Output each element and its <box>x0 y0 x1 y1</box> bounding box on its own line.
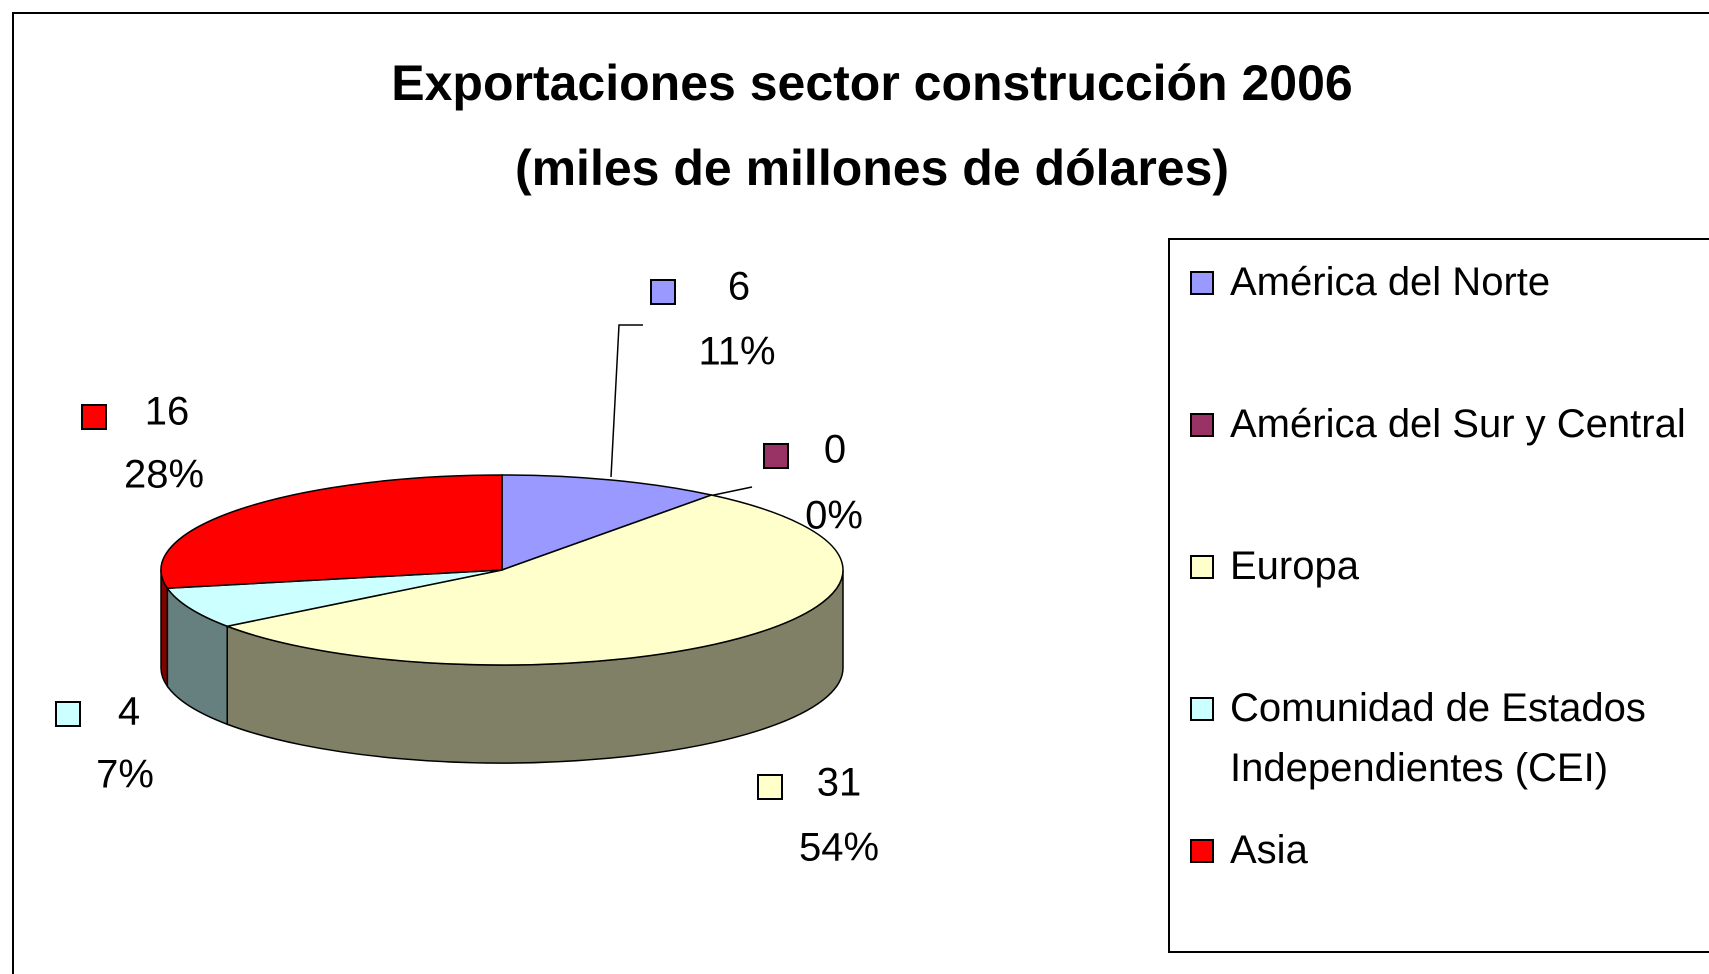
percent-label: 54% <box>799 826 879 870</box>
legend-swatch <box>1190 555 1214 579</box>
label-swatch <box>757 774 783 800</box>
legend-swatch <box>1190 697 1214 721</box>
label-swatch <box>650 279 676 305</box>
percent-label: 11% <box>698 330 775 374</box>
pie <box>160 474 844 764</box>
legend-label: Europa <box>1230 544 1359 588</box>
data-label: 31 <box>817 761 862 805</box>
legend-item: Asia <box>1190 820 1700 880</box>
legend-swatch <box>1190 839 1214 863</box>
legend-item: Europa <box>1190 536 1700 596</box>
legend-label: América del Norte <box>1230 260 1551 304</box>
data-label: 6 <box>728 265 750 309</box>
legend-item: América del Norte <box>1190 252 1700 312</box>
percent-label: 28% <box>124 453 204 497</box>
leader-line <box>610 324 643 478</box>
legend-swatch <box>1190 413 1214 437</box>
legend-item: Comunidad de Estados Independientes (CEI… <box>1190 678 1700 798</box>
label-swatch <box>55 701 81 727</box>
data-label: 16 <box>145 390 190 434</box>
legend-label: América del Sur y Central <box>1230 402 1686 446</box>
legend-item: América del Sur y Central <box>1190 394 1700 454</box>
label-swatch <box>763 443 789 469</box>
percent-label: 7% <box>96 753 154 797</box>
chart-title: Exportaciones sector construcción 2006 <box>391 55 1352 111</box>
slice <box>160 474 503 589</box>
legend-label: Comunidad de Estados Independientes (CEI… <box>1230 686 1646 790</box>
legend-swatch <box>1190 271 1214 295</box>
chart-border <box>12 12 1709 974</box>
data-label: 4 <box>118 690 140 734</box>
label-swatch <box>81 404 107 430</box>
slice <box>501 474 715 572</box>
data-label: 0 <box>824 428 846 472</box>
slice <box>224 494 844 666</box>
leader-line <box>708 486 753 497</box>
percent-label: 0% <box>805 494 863 538</box>
chart-subtitle: (miles de millones de dólares) <box>515 140 1229 196</box>
legend-label: Asia <box>1230 828 1308 872</box>
legend: América del Norte América del Sur y Centr… <box>1168 238 1709 953</box>
